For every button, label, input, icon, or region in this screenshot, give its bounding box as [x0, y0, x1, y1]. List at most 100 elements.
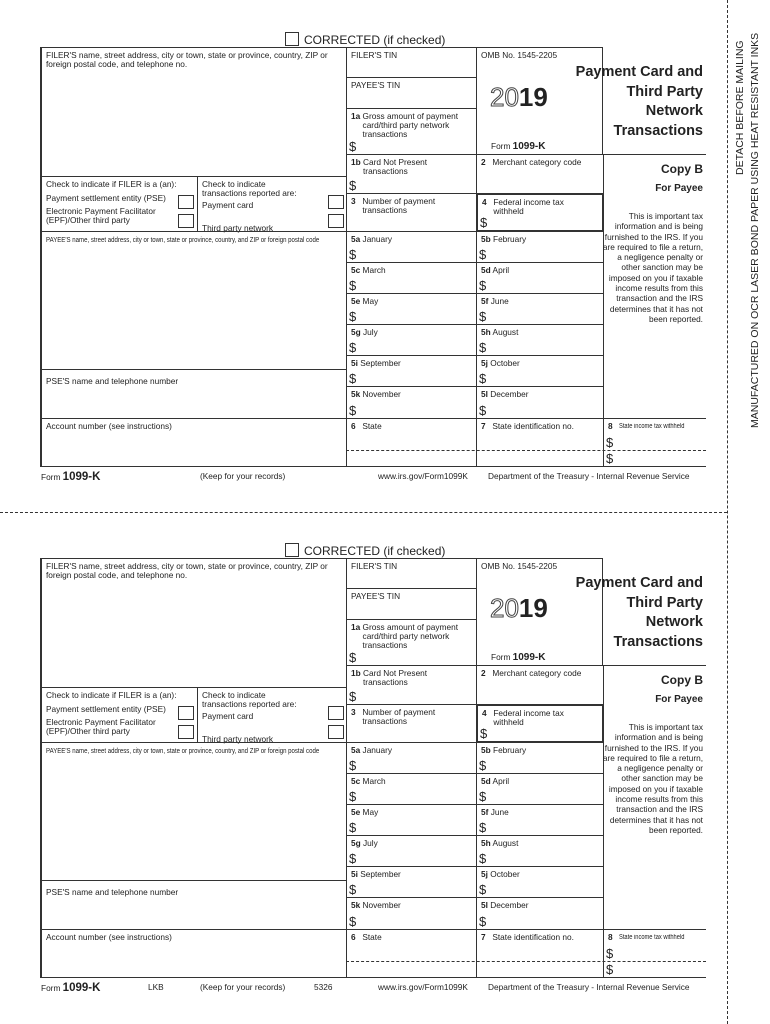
- pse-checkbox[interactable]: [178, 195, 194, 209]
- dollar-sign: $: [479, 914, 487, 929]
- payment-card-checkbox[interactable]: [328, 195, 344, 209]
- box-1a-field[interactable]: 1a Gross amount of payment card/third pa…: [346, 108, 476, 154]
- pse-name-field[interactable]: PSE'S name and telephone number: [40, 369, 346, 418]
- month-label: September: [360, 869, 401, 879]
- footer-form-number: Form 1099-K: [41, 982, 100, 994]
- box-5g-field[interactable]: 5g July $: [346, 324, 476, 355]
- checkbox-square[interactable]: [285, 543, 299, 557]
- dollar-sign: $: [479, 340, 487, 355]
- box-1a-field[interactable]: 1a Gross amount of payment card/third pa…: [346, 619, 476, 665]
- box-3-field[interactable]: 3 Number of payment transactions: [346, 193, 476, 231]
- account-number-field[interactable]: Account number (see instructions): [40, 929, 346, 978]
- dollar-sign: $: [349, 139, 357, 154]
- box-5d-field[interactable]: 5d April $: [476, 262, 603, 293]
- filer-tin-field[interactable]: FILER'S TIN: [346, 47, 476, 77]
- pse-name-field[interactable]: PSE'S name and telephone number: [40, 880, 346, 929]
- form-1099k-copy-b: CORRECTED (if checked) FILER'S name, str…: [0, 30, 727, 510]
- epf-checkbox[interactable]: [178, 725, 194, 739]
- box-6-label: State: [362, 932, 382, 942]
- box-5k-field[interactable]: 5k November $: [346, 897, 476, 929]
- account-number-field[interactable]: Account number (see instructions): [40, 418, 346, 467]
- filer-info-field[interactable]: FILER'S name, street address, city or to…: [40, 47, 346, 176]
- copy-label: Copy B: [661, 673, 703, 687]
- box-5f-field[interactable]: 5f June $: [476, 804, 603, 835]
- box-5e-field[interactable]: 5e May $: [346, 804, 476, 835]
- box-7-state-id-field[interactable]: 7 State identification no.: [476, 929, 603, 978]
- box-5j-field[interactable]: 5j October $: [476, 866, 603, 897]
- month-box-number: 5h: [481, 327, 491, 337]
- month-box-number: 5l: [481, 900, 488, 910]
- box-3-field[interactable]: 3 Number of payment transactions: [346, 704, 476, 742]
- footer-keep-records: (Keep for your records): [200, 982, 286, 992]
- box-5k-field[interactable]: 5k November $: [346, 386, 476, 418]
- box-5d-field[interactable]: 5d April $: [476, 773, 603, 804]
- third-party-network-checkbox[interactable]: [328, 725, 344, 739]
- box-6-state-field[interactable]: 6 State: [346, 418, 476, 467]
- footer-irs-link[interactable]: www.irs.gov/Form1099K: [378, 982, 468, 992]
- payee-info-field[interactable]: PAYEE'S name, street address, city or to…: [40, 742, 346, 880]
- corrected-label: CORRECTED (if checked): [304, 33, 446, 47]
- epf-label: Electronic Payment Facilitator (EPF)/Oth…: [46, 717, 156, 736]
- corrected-checkbox[interactable]: CORRECTED (if checked): [285, 543, 445, 558]
- omb-number: OMB No. 1545-2205: [481, 561, 558, 571]
- box-5j-field[interactable]: 5j October $: [476, 355, 603, 386]
- box-2-field[interactable]: 2 Merchant category code: [476, 154, 603, 193]
- box-5a-field[interactable]: 5a January $: [346, 231, 476, 262]
- box-5b-field[interactable]: 5b February $: [476, 231, 603, 262]
- box-8-state-tax-field[interactable]: 8 State income tax withheld $ $: [603, 929, 706, 978]
- box-4-field[interactable]: 4 Federal income tax withheld $: [476, 704, 604, 743]
- transaction-type-heading: Check to indicate transactions reported …: [202, 179, 297, 198]
- payee-tin-field[interactable]: PAYEE'S TIN: [346, 77, 476, 108]
- corrected-checkbox[interactable]: CORRECTED (if checked): [285, 32, 445, 47]
- box-5l-field[interactable]: 5l December $: [476, 386, 603, 418]
- dollar-sign: $: [349, 882, 357, 897]
- footer-irs-link[interactable]: www.irs.gov/Form1099K: [378, 471, 468, 481]
- box-7-state-id-field[interactable]: 7 State identification no.: [476, 418, 603, 467]
- box-2-field[interactable]: 2 Merchant category code: [476, 665, 603, 704]
- month-label: August: [492, 327, 519, 337]
- form-word: Form: [491, 652, 511, 662]
- third-party-network-checkbox[interactable]: [328, 214, 344, 228]
- box-5i-field[interactable]: 5i September $: [346, 355, 476, 386]
- box-1b-field[interactable]: 1b Card Not Present transactions $: [346, 154, 476, 193]
- form-word: Form: [491, 141, 511, 151]
- copy-b-heading: Copy B For Payee: [603, 154, 703, 194]
- dollar-sign: $: [479, 403, 487, 418]
- box-4-field[interactable]: 4 Federal income tax withheld $: [476, 193, 604, 232]
- pse-checkbox[interactable]: [178, 706, 194, 720]
- box-6-state-field[interactable]: 6 State: [346, 929, 476, 978]
- payee-tin-field[interactable]: PAYEE'S TIN: [346, 588, 476, 619]
- filer-tin-label: FILER'S TIN: [351, 561, 398, 571]
- dollar-sign: $: [606, 435, 614, 450]
- box-5l-field[interactable]: 5l December $: [476, 897, 603, 929]
- vertical-perforation: [727, 0, 728, 1024]
- filer-tin-field[interactable]: FILER'S TIN: [346, 558, 476, 588]
- box-5b-field[interactable]: 5b February $: [476, 742, 603, 773]
- box-5f-field[interactable]: 5f June $: [476, 293, 603, 324]
- payee-info-field[interactable]: PAYEE'S name, street address, city or to…: [40, 231, 346, 369]
- box-1b-field[interactable]: 1b Card Not Present transactions $: [346, 665, 476, 704]
- epf-checkbox[interactable]: [178, 214, 194, 228]
- checkbox-square[interactable]: [285, 32, 299, 46]
- omb-box: OMB No. 1545-2205 Form 1099-K: [476, 558, 603, 665]
- box-5c-field[interactable]: 5c March $: [346, 773, 476, 804]
- box-7-number: 7: [481, 932, 486, 942]
- dollar-sign: $: [349, 178, 357, 193]
- box-5h-field[interactable]: 5h August $: [476, 324, 603, 355]
- box-8-state-tax-field[interactable]: 8 State income tax withheld $ $: [603, 418, 706, 467]
- box-6-number: 6: [351, 932, 356, 942]
- payment-card-checkbox[interactable]: [328, 706, 344, 720]
- month-label: July: [363, 838, 378, 848]
- box-5i-field[interactable]: 5i September $: [346, 866, 476, 897]
- box-5h-field[interactable]: 5h August $: [476, 835, 603, 866]
- box-5e-field[interactable]: 5e May $: [346, 293, 476, 324]
- month-box-number: 5a: [351, 745, 361, 755]
- third-party-network-label: Third party network: [202, 734, 274, 744]
- filer-info-field[interactable]: FILER'S name, street address, city or to…: [40, 558, 346, 687]
- box-5c-field[interactable]: 5c March $: [346, 262, 476, 293]
- box-5g-field[interactable]: 5g July $: [346, 835, 476, 866]
- transaction-type-section: Check to indicate transactions reported …: [197, 687, 346, 744]
- box-5a-field[interactable]: 5a January $: [346, 742, 476, 773]
- copy-b-heading: Copy B For Payee: [603, 665, 703, 705]
- box-2-label: Merchant category code: [492, 157, 582, 167]
